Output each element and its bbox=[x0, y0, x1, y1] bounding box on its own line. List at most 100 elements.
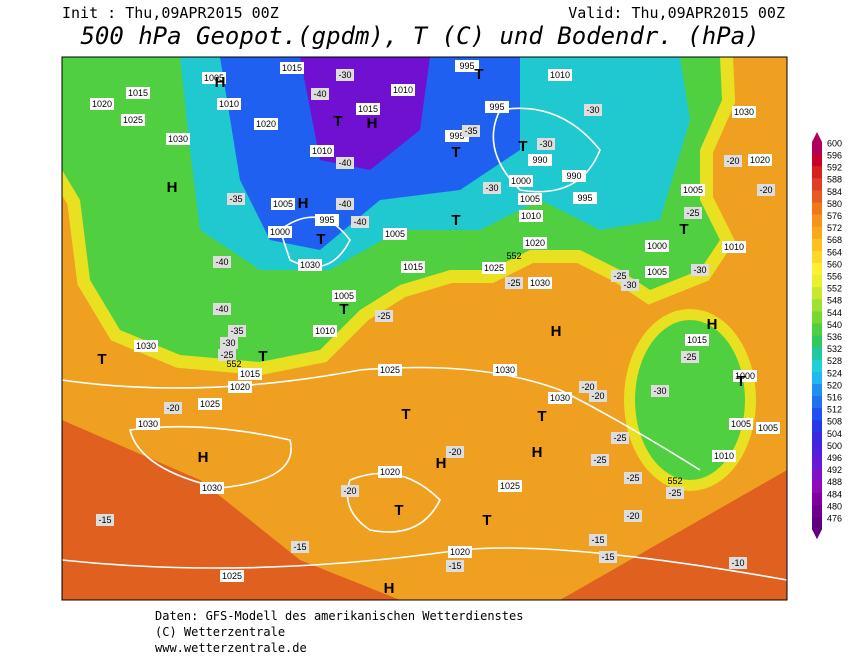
pressure-label: 1010 bbox=[550, 70, 570, 80]
pressure-label-box bbox=[391, 84, 415, 96]
temperature-label: -25 bbox=[507, 278, 520, 288]
pressure-center: T bbox=[401, 406, 410, 423]
pressure-label: 1005 bbox=[520, 194, 540, 204]
pressure-label: 1015 bbox=[240, 369, 260, 379]
footer-line: www.wetterzentrale.de bbox=[155, 641, 307, 655]
colorbar-label: 540 bbox=[827, 320, 842, 330]
pressure-label-box bbox=[134, 340, 158, 352]
temperature-label-box bbox=[611, 432, 629, 444]
pressure-label-box bbox=[378, 466, 402, 478]
pressure-center: T bbox=[736, 373, 745, 390]
colorbar-label: 528 bbox=[827, 356, 842, 366]
pressure-label-box bbox=[509, 175, 533, 187]
pressure-label-box bbox=[198, 398, 222, 410]
colorbar-swatch bbox=[812, 384, 822, 397]
pressure-label-box bbox=[548, 69, 572, 81]
colorbar-label: 560 bbox=[827, 259, 842, 269]
pressure-label: 1000 bbox=[511, 176, 531, 186]
colorbar-label: 532 bbox=[827, 344, 842, 354]
pressure-label-box bbox=[315, 214, 339, 226]
temperature-label-box bbox=[591, 454, 609, 466]
colorbar-swatch bbox=[812, 202, 822, 216]
temperature-label-box bbox=[599, 551, 617, 563]
colorbar-label: 508 bbox=[827, 417, 842, 427]
colorbar-label: 552 bbox=[827, 284, 842, 294]
temperature-label: -20 bbox=[166, 403, 179, 413]
colorbar-label: 572 bbox=[827, 223, 842, 233]
temperature-label-box bbox=[341, 485, 359, 497]
temperature-label: -30 bbox=[693, 265, 706, 275]
pressure-label-box bbox=[756, 422, 780, 434]
temperature-label: -30 bbox=[485, 183, 498, 193]
pressure-label: 1020 bbox=[230, 382, 250, 392]
temperature-label: -20 bbox=[448, 447, 461, 457]
pressure-label-box bbox=[217, 98, 241, 110]
pressure-label-box bbox=[493, 364, 517, 376]
pressure-label: 1010 bbox=[315, 326, 335, 336]
pressure-label-box bbox=[228, 381, 252, 393]
pressure-label: 1010 bbox=[521, 211, 541, 221]
pressure-center: H bbox=[532, 444, 543, 461]
pressure-center: H bbox=[167, 179, 178, 196]
pressure-label: 995 bbox=[459, 61, 474, 71]
colorbar-swatch bbox=[812, 214, 822, 228]
temperature-label-box bbox=[291, 541, 309, 553]
pressure-label-box bbox=[121, 114, 145, 126]
pressure-label-box bbox=[271, 198, 295, 210]
colorbar-swatch bbox=[812, 492, 822, 506]
temperature-label-box bbox=[446, 446, 464, 458]
colorbar-swatch bbox=[812, 444, 822, 458]
pressure-center: T bbox=[474, 66, 483, 83]
pressure-label-box bbox=[313, 325, 337, 337]
temperature-label: -30 bbox=[623, 280, 636, 290]
colorbar-swatch bbox=[812, 408, 822, 421]
pressure-label: 1005 bbox=[204, 73, 224, 83]
pressure-label: 1020 bbox=[525, 238, 545, 248]
temperature-label: -15 bbox=[591, 535, 604, 545]
pressure-label-box bbox=[136, 418, 160, 430]
pressure-label-box bbox=[523, 237, 547, 249]
temperature-label-box bbox=[537, 138, 555, 150]
pressure-label: 1030 bbox=[136, 341, 156, 351]
colorbar-label: 476 bbox=[827, 513, 842, 523]
temperature-label: -10 bbox=[731, 558, 744, 568]
pressure-label-box bbox=[681, 184, 705, 196]
colorbar-swatch bbox=[812, 468, 822, 482]
pressure-label-box bbox=[166, 133, 190, 145]
pressure-label-box bbox=[573, 192, 597, 204]
temperature-label-box bbox=[213, 303, 231, 315]
pressure-label-box bbox=[268, 226, 292, 238]
temperature-label-box bbox=[757, 184, 775, 196]
temperature-label-box bbox=[164, 402, 182, 414]
colorbar-swatch bbox=[812, 323, 822, 337]
pressure-label: 1030 bbox=[734, 107, 754, 117]
colorbar-swatch bbox=[812, 166, 822, 179]
temperature-label-box bbox=[724, 155, 742, 167]
pressure-label: 1025 bbox=[484, 263, 504, 273]
map-frame bbox=[61, 56, 788, 601]
pressure-label-box bbox=[378, 364, 402, 376]
pressure-center: T bbox=[339, 301, 348, 318]
pressure-label: 1000 bbox=[735, 371, 755, 381]
pressure-label: 1010 bbox=[714, 451, 734, 461]
temperature-label: -15 bbox=[448, 561, 461, 571]
temperature-label-box bbox=[584, 104, 602, 116]
pressure-center: T bbox=[333, 113, 342, 130]
colorbar-swatch bbox=[812, 250, 822, 264]
pressure-center: T bbox=[482, 512, 491, 529]
temperature-label: -30 bbox=[539, 139, 552, 149]
pressure-label-box bbox=[733, 370, 757, 382]
pressure-label: 1030 bbox=[202, 483, 222, 493]
temperature-label-box bbox=[96, 514, 114, 526]
colorbar-label: 548 bbox=[827, 296, 842, 306]
pressure-label-box bbox=[528, 154, 552, 166]
footer-line: Daten: GFS-Modell des amerikanischen Wet… bbox=[155, 609, 523, 623]
pressure-label: 1025 bbox=[380, 365, 400, 375]
pressure-label-box bbox=[722, 241, 746, 253]
pressure-label: 1020 bbox=[380, 467, 400, 477]
pressure-label: 1025 bbox=[500, 481, 520, 491]
colorbar-label: 580 bbox=[827, 199, 842, 209]
pressure-label-box bbox=[685, 334, 709, 346]
temperature-label-box bbox=[228, 325, 246, 337]
temperature-label-box bbox=[213, 256, 231, 268]
